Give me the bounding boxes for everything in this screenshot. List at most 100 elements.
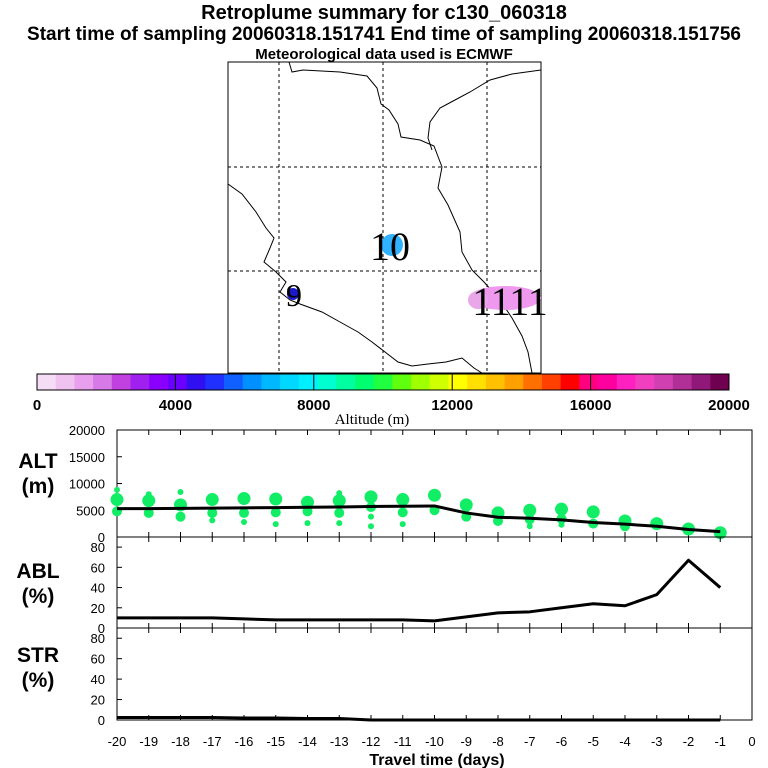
x-tick-label: -17	[203, 734, 222, 749]
scatter-point	[368, 513, 374, 520]
colorbar-swatch	[317, 374, 337, 390]
y-tick-label: 40	[91, 672, 105, 687]
plume-marker-9	[287, 288, 299, 300]
scatter-point	[336, 520, 343, 527]
colorbar-swatch	[411, 374, 431, 390]
colorbar-swatch	[373, 374, 393, 390]
colorbar-swatch	[616, 374, 636, 390]
series-line	[117, 504, 721, 534]
panel-ylabel: ABL	[16, 560, 59, 583]
alt-panel: 0 5000 10000 15000 20000 ALT(m)	[18, 423, 753, 545]
x-tick-label: 0	[748, 734, 755, 749]
altitude-colorbar: 0 4000 8000 12000 16000 20000 Altitude (m)	[33, 373, 750, 428]
x-tick-label: -13	[330, 734, 349, 749]
y-tick-label: 60	[91, 560, 105, 575]
colorbar-swatch	[167, 374, 188, 390]
panel-ylabel-unit: (%)	[22, 669, 55, 692]
colorbar-swatch	[654, 374, 674, 390]
x-tick-label: -19	[139, 734, 158, 749]
colorbar-axis-label: Altitude (m)	[335, 412, 410, 428]
scatter-point	[301, 495, 314, 509]
scatter-point	[142, 494, 156, 508]
scatter-point	[269, 492, 283, 506]
colorbar-swatch	[111, 374, 132, 390]
coastline	[427, 69, 542, 151]
y-tick-label: 20	[91, 601, 105, 616]
x-axis-label: Travel time (days)	[369, 752, 504, 768]
panel-ylabel-unit: (%)	[22, 585, 55, 608]
scatter-point	[110, 493, 124, 507]
marker-label: 10	[370, 224, 410, 269]
x-tick-label: -8	[492, 734, 504, 749]
scatter-point	[241, 519, 247, 526]
scatter-point	[397, 507, 408, 518]
chart-title: Retroplume summary for c130_060318	[201, 2, 567, 24]
scatter-point	[334, 507, 345, 518]
str-panel: 0 20 40 60 80 STR(%)	[17, 627, 753, 728]
scatter-point	[332, 494, 346, 508]
x-tick-label: -2	[683, 734, 695, 749]
panel-ylabel-unit: (m)	[22, 475, 55, 498]
x-tick-label: -11	[394, 734, 412, 749]
meteo-data-subtitle: Meteorological data used is ECMWF	[255, 46, 513, 63]
colorbar-swatch	[504, 374, 524, 390]
colorbar-swatch	[130, 374, 150, 390]
scatter-point	[428, 488, 441, 502]
colorbar-swatch	[635, 374, 655, 390]
scatter-point	[237, 491, 251, 505]
panel-frame	[116, 536, 753, 629]
marker-label: 1111	[472, 279, 548, 324]
y-tick-label: 60	[91, 652, 105, 667]
colorbar-swatch	[560, 374, 580, 390]
x-tick-label: -15	[266, 734, 285, 749]
colorbar-swatch	[485, 374, 506, 390]
colorbar-swatch	[280, 374, 300, 390]
colorbar-swatch	[710, 374, 730, 390]
y-tick-label: 0	[98, 621, 105, 636]
y-tick-label: 5000	[76, 503, 105, 518]
y-tick-label: 80	[91, 540, 105, 555]
colorbar-swatch	[74, 374, 94, 390]
colorbar-swatch	[691, 374, 711, 390]
y-tick-label: 40	[91, 581, 105, 596]
abl-panel: 0 20 40 60 80 ABL(%)	[16, 536, 753, 636]
x-tick-label: -9	[460, 734, 472, 749]
x-tick-label: -3	[651, 734, 663, 749]
colorbar-swatch	[224, 374, 244, 390]
colorbar-swatch	[298, 374, 319, 390]
series-line	[117, 558, 722, 623]
scatter-point	[272, 521, 279, 528]
scatter-point	[270, 507, 281, 518]
y-tick-label: 20000	[69, 423, 105, 438]
scatter-point	[209, 517, 216, 524]
colorbar-swatch	[598, 374, 618, 390]
x-tick-label: -5	[587, 734, 599, 749]
map-frame	[227, 61, 542, 374]
scatter-point	[175, 511, 186, 522]
scatter-point	[586, 505, 600, 519]
plume-marker-1111	[468, 291, 488, 309]
y-tick-label: 20	[91, 693, 105, 708]
colorbar-swatch	[579, 374, 599, 390]
colorbar-tick-label: 8000	[297, 397, 330, 414]
y-tick-label: 0	[98, 713, 105, 728]
colorbar-swatch	[261, 374, 281, 390]
panel-frame	[116, 627, 753, 721]
travel-time-axis: -20 -19 -18 -17 -16 -15 -14 -13 -12 -11 -10 -9 -8 -7-…	[108, 734, 756, 768]
y-tick-label: 15000	[69, 450, 105, 465]
scatter-point	[396, 493, 410, 507]
colorbar-swatch	[186, 374, 206, 390]
colorbar-tick-label: 0	[33, 397, 41, 414]
x-tick-label: -7	[524, 734, 536, 749]
x-tick-label: -12	[362, 734, 381, 749]
colorbar-swatch	[448, 374, 468, 390]
colorbar-swatch	[336, 374, 356, 390]
scatter-point	[558, 521, 565, 528]
scatter-point	[364, 490, 378, 504]
colorbar-tick-label: 20000	[708, 397, 750, 414]
retroplume-map: 10 9 1111	[227, 61, 548, 374]
colorbar-swatch	[242, 374, 262, 390]
scatter-point	[205, 493, 219, 507]
colorbar-swatch	[93, 374, 113, 390]
scatter-point	[526, 523, 533, 530]
